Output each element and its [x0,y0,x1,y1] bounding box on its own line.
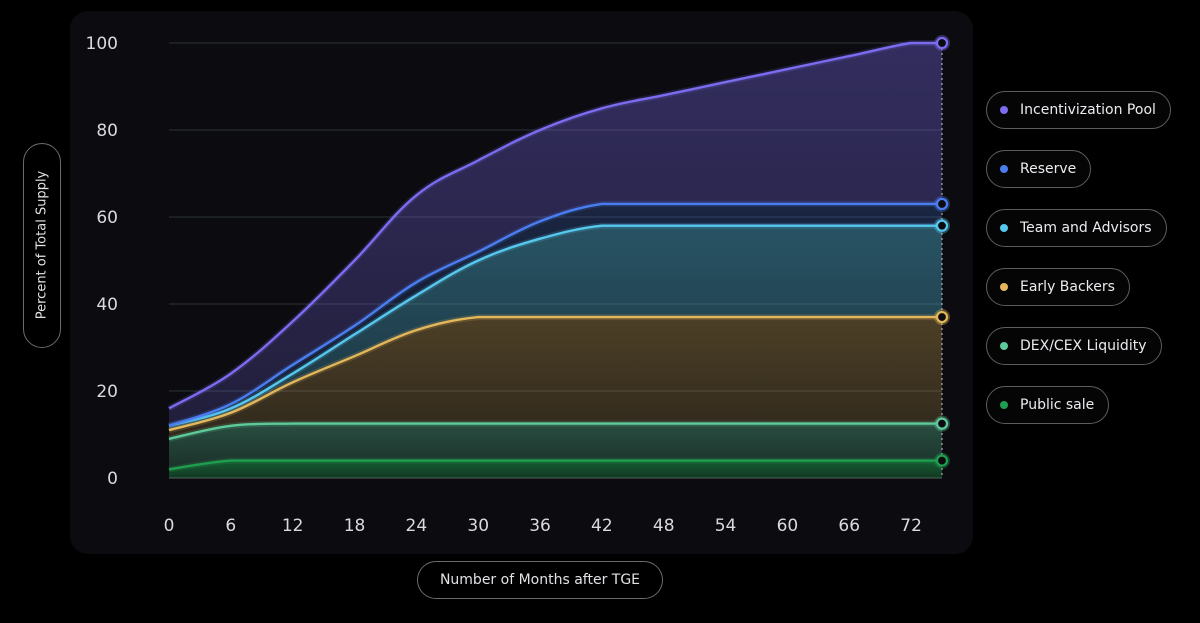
end-point-marker[interactable] [935,197,949,211]
end-point-marker[interactable] [935,454,949,467]
legend-item[interactable]: Team and Advisors [986,209,1167,247]
legend-swatch-icon [1000,224,1008,232]
legend-item[interactable]: Early Backers [986,268,1130,306]
x-tick-label: 12 [282,516,304,536]
series-line-public-sale [168,459,942,471]
tick-layer: 0 20 40 60 80 100 0 6 12 18 24 30 36 42 48 54 60 66 72 [86,34,922,536]
x-tick-label: 42 [591,516,613,536]
x-tick-label: 36 [529,516,551,536]
area-public-sale [169,460,942,478]
area-team-and-advisors [169,225,942,431]
legend-label: DEX/CEX Liquidity [1020,338,1147,354]
x-axis-label: Number of Months after TGE [417,561,663,599]
area-dex-cex-liquidity [169,423,942,470]
series-line-team-and-advisors [168,224,942,427]
legend-item[interactable]: Incentivization Pool [986,91,1171,129]
legend-swatch-icon [1000,401,1008,409]
legend-item[interactable]: Reserve [986,150,1092,188]
area-layer [169,43,942,478]
legend-label: Team and Advisors [1020,220,1152,236]
x-tick-label: 18 [344,516,366,536]
x-tick-label: 24 [406,516,428,536]
y-tick-label: 100 [86,34,118,54]
y-tick-label: 20 [96,382,118,402]
x-tick-label: 54 [715,516,737,536]
legend-label: Public sale [1020,397,1095,413]
series-line-incentivization-pool [168,41,942,410]
legend-swatch-icon [1000,106,1008,114]
marker-layer [934,35,950,469]
x-tick-label: 66 [838,516,860,536]
y-tick-label: 40 [96,295,118,315]
legend-swatch-icon [1000,283,1008,291]
end-point-marker[interactable] [935,219,949,232]
x-tick-label: 0 [164,516,175,536]
area-incentivization-pool [169,43,942,426]
y-tick-label: 80 [96,121,118,141]
end-point-marker[interactable] [935,36,949,50]
series-line-reserve [168,202,942,427]
legend-item[interactable]: Public sale [986,386,1110,424]
x-tick-label: 72 [900,516,922,536]
y-tick-label: 60 [96,208,118,228]
x-tick-label: 48 [653,516,675,536]
legend-label: Early Backers [1020,279,1115,295]
legend-swatch-icon [1000,165,1008,173]
area-early-backers [169,317,942,439]
line-layer [167,39,943,478]
y-tick-label: 0 [107,469,118,489]
x-tick-label: 6 [225,516,236,536]
legend-label: Incentivization Pool [1020,102,1156,118]
x-tick-label: 60 [777,516,799,536]
x-tick-label: 30 [467,516,489,536]
series-line-dex-cex-liquidity [168,422,942,441]
legend-swatch-icon [1000,342,1008,350]
y-axis-label-pill [23,143,61,348]
y-axis-label: Percent of Total Supply [34,170,50,320]
series-line-early-backers [168,315,942,432]
end-point-marker[interactable] [935,310,949,324]
end-point-marker[interactable] [935,417,949,430]
legend-item[interactable]: DEX/CEX Liquidity [986,327,1162,365]
legend-label: Reserve [1020,161,1077,177]
